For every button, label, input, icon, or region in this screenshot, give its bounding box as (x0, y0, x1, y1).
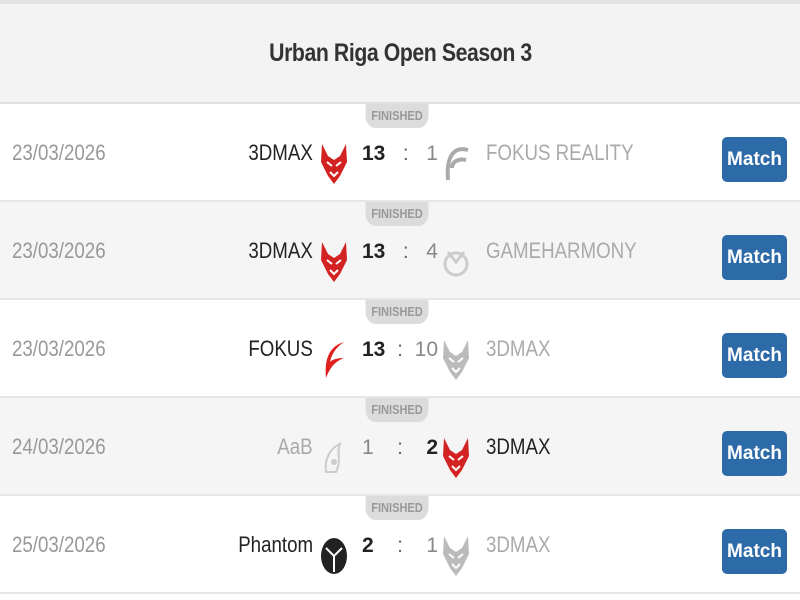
status-badge: FINISHED (365, 202, 429, 226)
home-score: 13 (362, 240, 386, 263)
match-button[interactable]: Match (722, 529, 787, 574)
home-score: 1 (362, 436, 374, 459)
home-team-name[interactable]: FOKUS (248, 336, 313, 361)
match-row: FINISHED 24/03/2026 AaB 1 : 2 3DMAX Matc… (0, 398, 800, 496)
score-separator: : (397, 534, 403, 557)
score-separator: : (397, 436, 403, 459)
away-team-logo-icon (442, 338, 470, 382)
match-date: 23/03/2026 (12, 336, 106, 361)
match-button[interactable]: Match (722, 431, 787, 476)
match-score: 13 : 4 (362, 240, 438, 264)
status-badge: FINISHED (365, 104, 429, 128)
away-score: 10 (414, 338, 438, 361)
score-separator: : (402, 142, 409, 165)
match-date: 23/03/2026 (12, 140, 106, 165)
home-team-name[interactable]: 3DMAX (248, 140, 313, 165)
home-team-logo-icon (320, 534, 348, 578)
away-score: 1 (426, 142, 438, 165)
away-team-logo-icon (442, 142, 470, 186)
status-badge: FINISHED (365, 496, 429, 520)
away-team-name[interactable]: 3DMAX (486, 434, 551, 459)
home-team-name[interactable]: 3DMAX (248, 238, 313, 263)
away-team-name[interactable]: 3DMAX (486, 532, 551, 557)
match-date: 24/03/2026 (12, 434, 106, 459)
tournament-header: Urban Riga Open Season 3 (0, 0, 800, 104)
match-button[interactable]: Match (722, 235, 787, 280)
away-score: 2 (426, 436, 438, 459)
match-row: FINISHED 23/03/2026 3DMAX 13 : 4 GAMEHAR… (0, 202, 800, 300)
home-team-name[interactable]: AaB (277, 434, 313, 459)
match-row: FINISHED 23/03/2026 3DMAX 13 : 1 FOKUS R… (0, 104, 800, 202)
match-date: 25/03/2026 (12, 532, 106, 557)
status-badge: FINISHED (365, 300, 429, 324)
home-team-logo-icon (320, 436, 348, 480)
match-button[interactable]: Match (722, 137, 787, 182)
away-score: 4 (426, 240, 438, 263)
score-separator: : (397, 338, 403, 361)
away-team-logo-icon (442, 436, 470, 480)
away-team-name[interactable]: FOKUS REALITY (486, 140, 634, 165)
status-badge: FINISHED (365, 398, 429, 422)
away-team-logo-icon (442, 240, 470, 284)
match-row: FINISHED 25/03/2026 Phantom 2 : 1 3DMAX … (0, 496, 800, 594)
home-score: 2 (362, 534, 374, 557)
away-score: 1 (426, 534, 438, 557)
home-team-logo-icon (320, 240, 348, 284)
match-score: 1 : 2 (362, 436, 438, 460)
match-button[interactable]: Match (722, 333, 787, 378)
match-score: 13 : 1 (362, 142, 438, 166)
match-score: 2 : 1 (362, 534, 438, 558)
away-team-name[interactable]: GAMEHARMONY (486, 238, 637, 263)
away-team-logo-icon (442, 534, 470, 578)
tournament-title: Urban Riga Open Season 3 (268, 38, 532, 67)
home-team-logo-icon (320, 142, 348, 186)
home-score: 13 (362, 142, 386, 165)
score-separator: : (402, 240, 409, 263)
match-score: 13 : 10 (362, 338, 438, 362)
match-date: 23/03/2026 (12, 238, 106, 263)
home-team-name[interactable]: Phantom (238, 532, 313, 557)
home-team-logo-icon (320, 338, 348, 382)
away-team-name[interactable]: 3DMAX (486, 336, 551, 361)
match-row: FINISHED 23/03/2026 FOKUS 13 : 10 3DMAX … (0, 300, 800, 398)
home-score: 13 (362, 338, 386, 361)
match-list: FINISHED 23/03/2026 3DMAX 13 : 1 FOKUS R… (0, 104, 800, 594)
